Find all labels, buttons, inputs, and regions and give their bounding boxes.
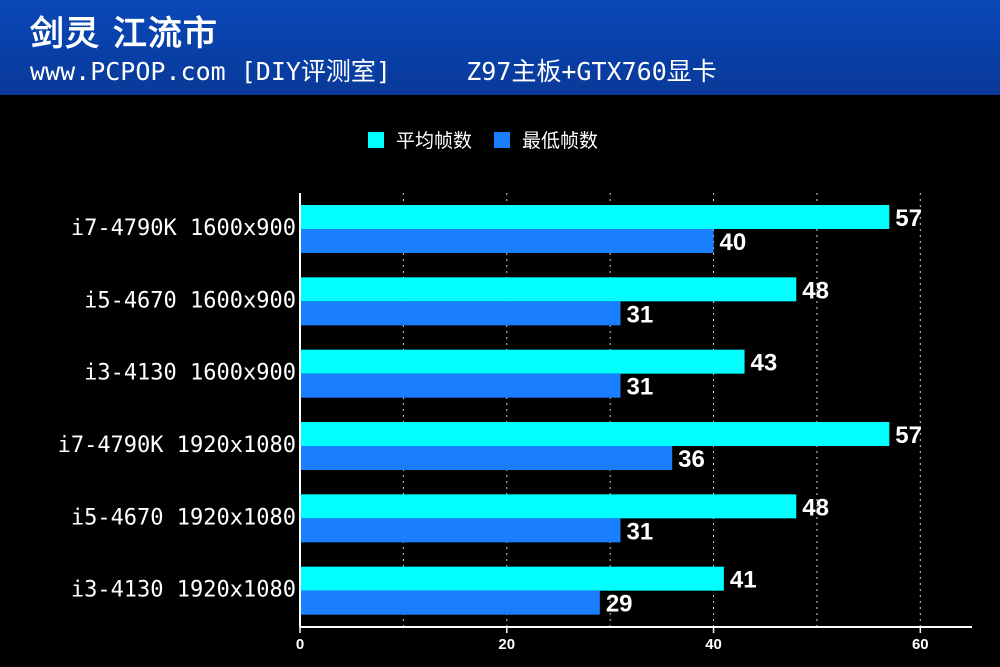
- bar-min: [301, 446, 673, 470]
- data-label-min: 40: [720, 229, 747, 256]
- category-label: i5-4670 1920x1080: [71, 505, 296, 530]
- data-label-min: 31: [626, 374, 653, 401]
- x-tick-label: 0: [296, 636, 304, 653]
- data-label-avg: 48: [802, 277, 829, 304]
- legend-item-min: 最低帧数: [494, 126, 598, 153]
- bar-avg: [301, 277, 797, 302]
- category-label: i3-4130 1920x1080: [71, 578, 296, 603]
- bar-avg: [301, 494, 797, 519]
- bar-min: [301, 301, 621, 326]
- x-tick-label: 40: [705, 636, 722, 653]
- chart-subtitle: www.PCPOP.com [DIY评测室] Z97主板+GTX760显卡: [30, 57, 717, 86]
- data-label-avg: 57: [895, 205, 922, 232]
- x-tick-label: 20: [498, 636, 515, 653]
- data-label-min: 31: [626, 518, 653, 545]
- bar-min: [301, 590, 600, 615]
- data-label-min: 29: [606, 591, 633, 618]
- legend-item-avg: 平均帧数: [368, 126, 472, 153]
- category-label: i7-4790K 1920x1080: [58, 433, 296, 458]
- data-label-min: 36: [678, 446, 705, 473]
- data-label-avg: 48: [802, 494, 829, 521]
- bar-avg: [301, 566, 724, 591]
- data-label-min: 31: [626, 301, 653, 328]
- bar-min: [301, 229, 714, 253]
- data-label-avg: 57: [895, 422, 922, 449]
- data-label-avg: 43: [751, 350, 778, 377]
- category-label: i7-4790K 1600x900: [71, 216, 296, 241]
- chart-title: 剑灵 江流市: [30, 14, 218, 54]
- chart-legend: 平均帧数 最低帧数: [368, 126, 620, 153]
- bar-avg: [301, 205, 890, 229]
- category-label: i5-4670 1600x900: [84, 288, 296, 313]
- legend-label-min: 最低帧数: [522, 130, 599, 152]
- legend-swatch-avg: [368, 131, 384, 148]
- bar-min: [301, 373, 621, 398]
- x-tick-label: 60: [912, 636, 929, 653]
- chart-header: 剑灵 江流市 www.PCPOP.com [DIY评测室] Z97主板+GTX7…: [0, 0, 1000, 95]
- data-label-avg: 41: [730, 567, 757, 594]
- bar-avg: [301, 422, 890, 446]
- bar-min: [301, 518, 621, 543]
- category-label: i3-4130 1600x900: [84, 361, 296, 386]
- legend-swatch-min: [494, 131, 511, 148]
- bar-avg: [301, 349, 745, 374]
- legend-label-avg: 平均帧数: [396, 130, 473, 152]
